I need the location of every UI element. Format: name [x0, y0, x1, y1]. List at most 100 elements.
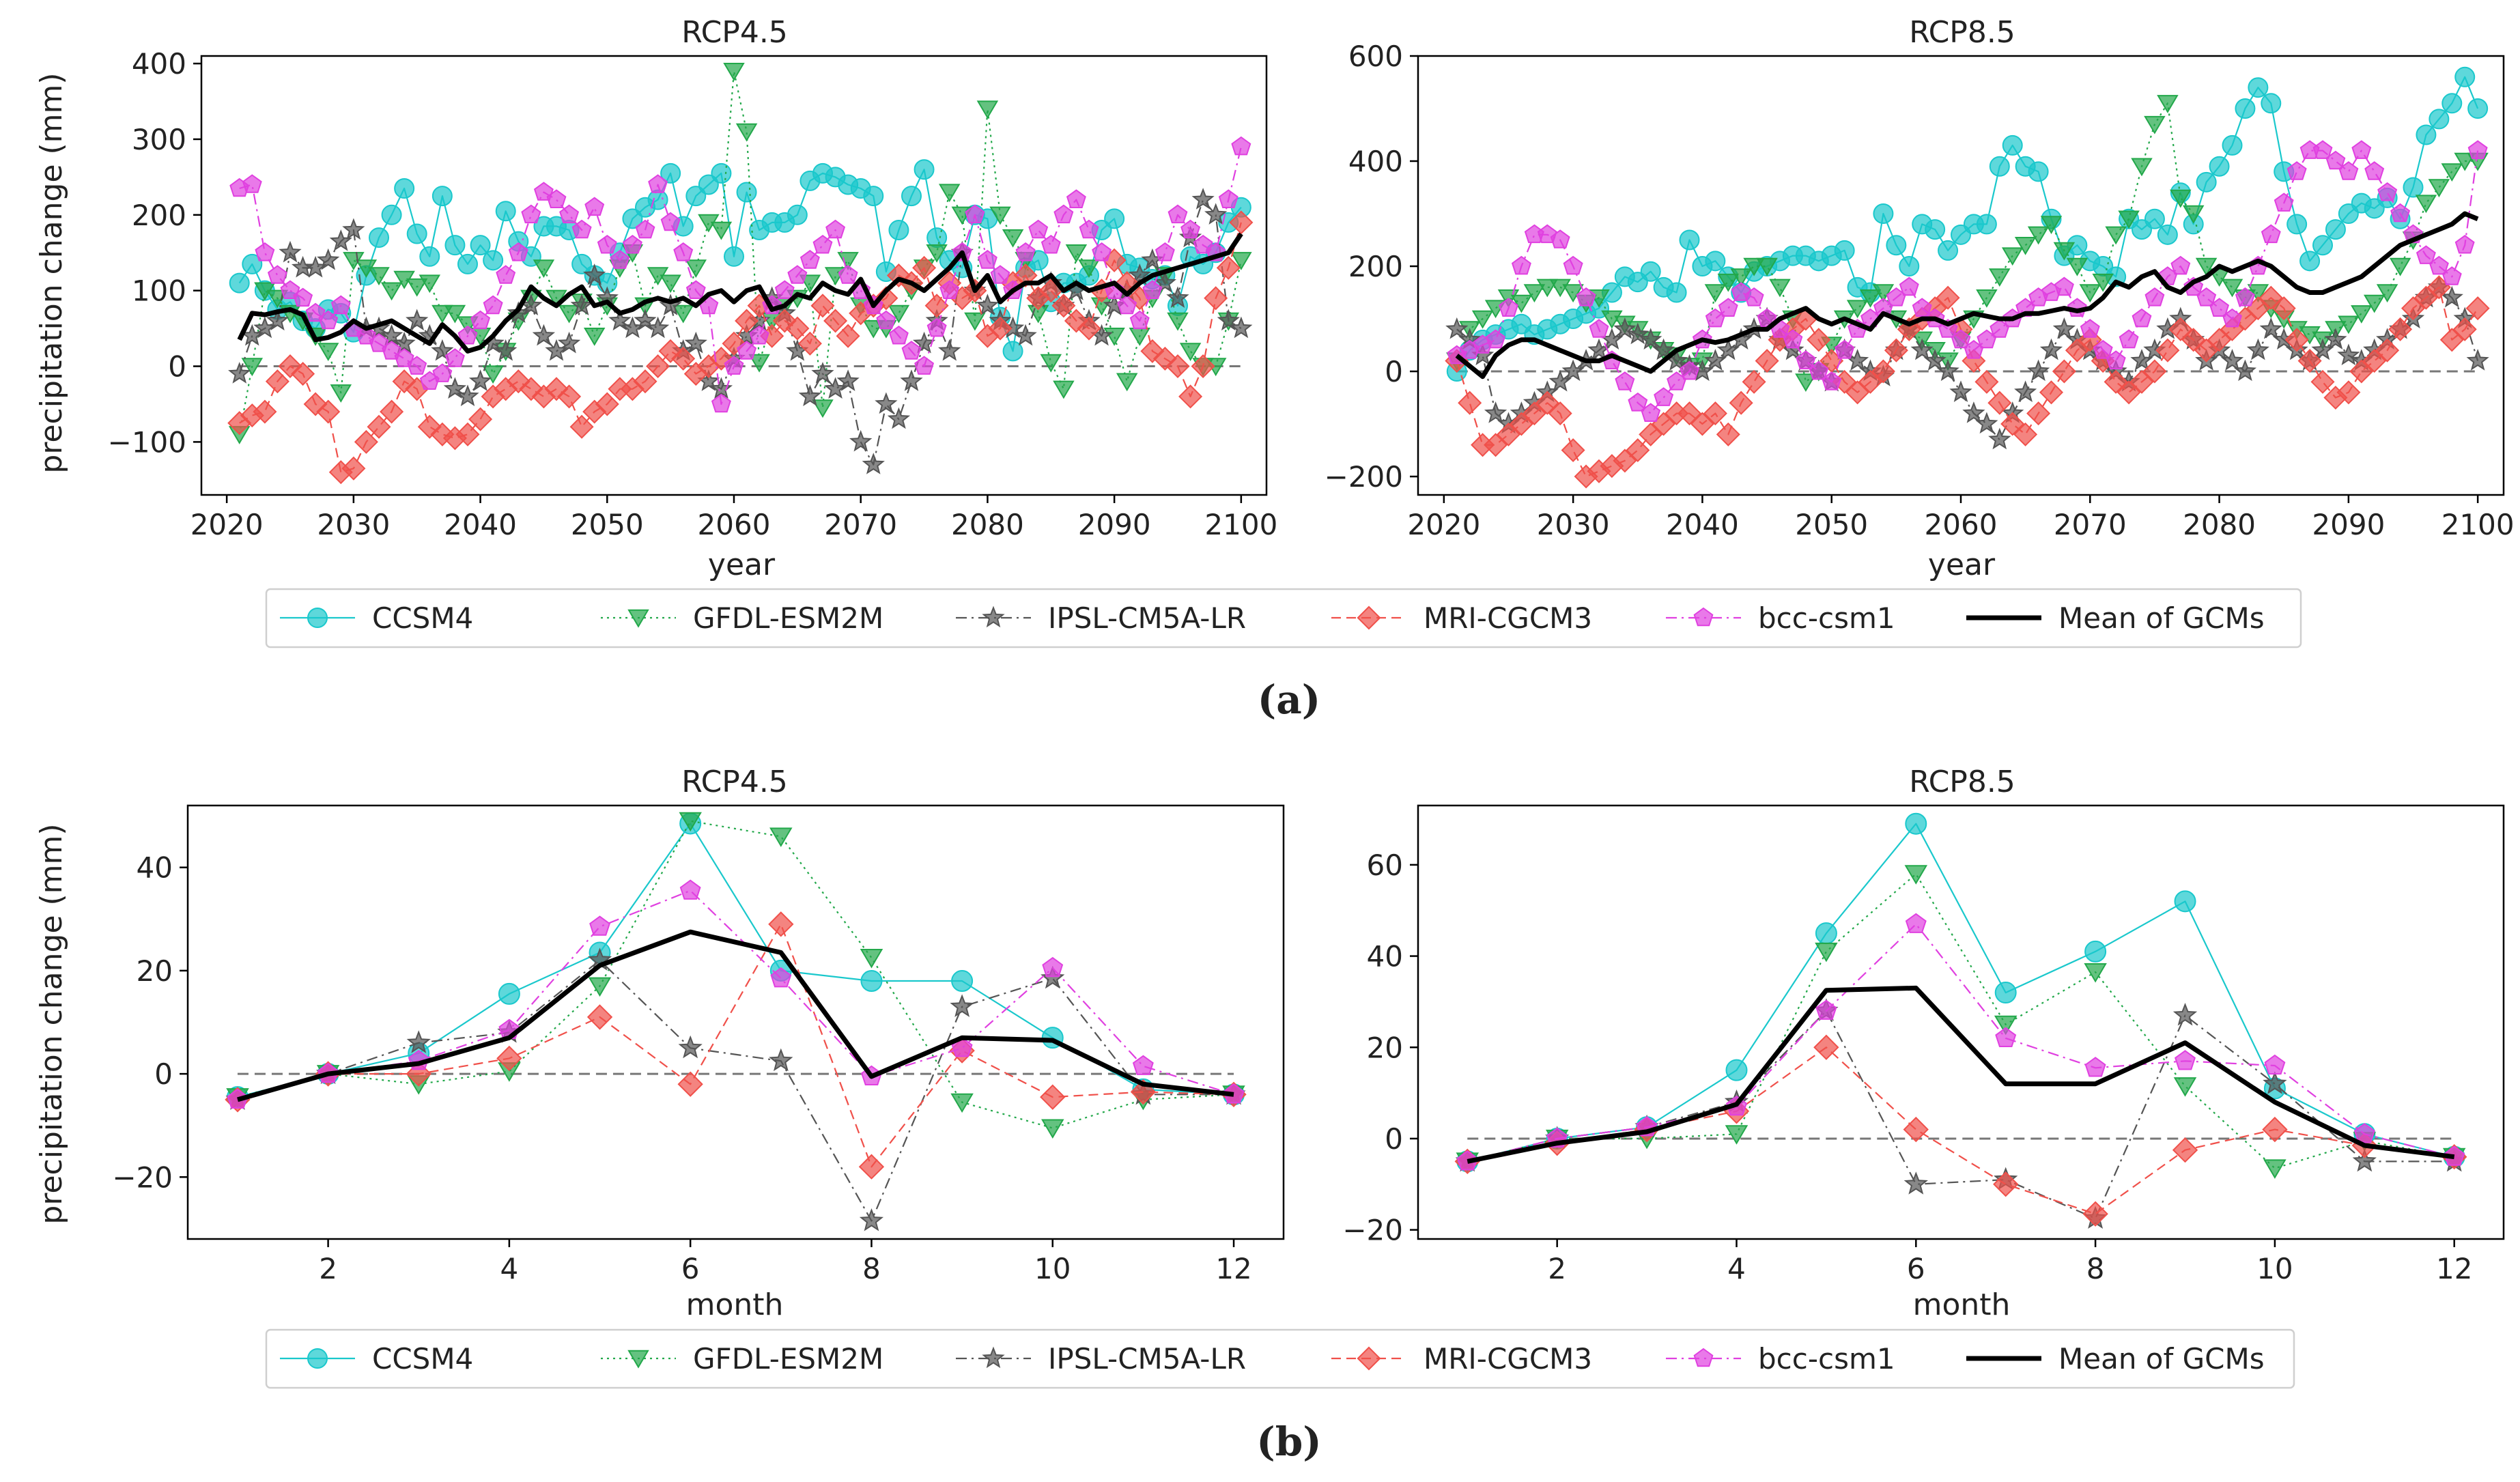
panel-a-rcp85-xlabel: year: [1928, 547, 1996, 582]
panel-a-rcp85-plot: 2020 2030 2040 2050 2060 2070 2080 2090 2100 −200…: [1325, 40, 2515, 541]
a-rcp85-ccsm4-point: [2467, 98, 2489, 119]
b-rcp45-bcc-csm1-point: [770, 967, 792, 988]
a-rcp45-mri-cgcm3-point: [924, 294, 949, 318]
a-rcp45-ccsm4-point: [685, 186, 707, 207]
a-rcp45-bcc-csm1-point: [432, 363, 453, 382]
b-rcp45-ipsl-cm5a-lr-point: [1040, 965, 1065, 989]
a-rcp45-bcc-csm1-point: [1155, 242, 1175, 261]
a-rcp45-gfdl-esm2m-point: [533, 259, 555, 278]
a-rcp45-ccsm4-point: [394, 178, 415, 199]
legend-entry-mri-cgcm3: MRI-CGCM3: [1331, 601, 1592, 635]
b-rcp45-bcc-csm1-point: [1132, 1055, 1154, 1075]
a-rcp45-gfdl-esm2m-point: [317, 343, 339, 361]
a-rcp45-ccsm4-point: [457, 253, 478, 274]
a-rcp45-bcc-csm1-point: [610, 250, 630, 269]
a-rcp45-ccsm4-point: [1002, 341, 1023, 362]
a-rcp45-gfdl-esm2m-point: [1167, 312, 1189, 331]
a-rcp85-ccsm4-point: [2403, 177, 2424, 198]
legend-entry-gfdl-esm2m: GFDL-ESM2M: [601, 1342, 883, 1376]
legend-label: MRI-CGCM3: [1424, 1342, 1592, 1376]
a-rcp85-mri-cgcm3-point: [1626, 438, 1650, 463]
a-rcp85-gfdl-esm2m-point: [2441, 163, 2463, 182]
a-rcp85-bcc-csm1-point: [1680, 360, 1699, 380]
a-rcp85-ipsl-cm5a-lr-point: [2026, 359, 2050, 382]
a-rcp45-ipsl-cm5a-lr-point: [811, 362, 834, 384]
a-rcp85-xtick-label: 2040: [1666, 508, 1739, 541]
a-rcp85-bcc-csm1-point: [2196, 287, 2217, 307]
a-rcp45-bcc-csm1-point: [812, 234, 833, 254]
a-rcp45-bcc-csm1-point: [255, 242, 275, 261]
a-rcp85-ccsm4-point: [1640, 261, 1661, 282]
a-rcp85-ccsm4-point: [1899, 256, 1920, 277]
a-rcp85-mri-cgcm3-point: [1484, 433, 1508, 457]
a-rcp85-ipsl-cm5a-lr-point: [2039, 338, 2063, 360]
a-rcp45-mri-cgcm3-point: [569, 414, 594, 439]
a-rcp45-bcc-csm1-point: [267, 265, 287, 284]
a-rcp85-mri-cgcm3-point: [2452, 317, 2477, 341]
a-rcp45-ipsl-cm5a-lr-point: [608, 309, 632, 331]
a-rcp85-mri-cgcm3-point: [2375, 338, 2400, 362]
a-rcp85-gfdl-esm2m-point: [2144, 115, 2166, 134]
a-rcp45-ipsl-cm5a-lr-point: [1014, 324, 1037, 346]
a-rcp45-mri-cgcm3-point: [595, 392, 619, 416]
a-rcp85-bcc-csm1-point: [1654, 387, 1674, 406]
a-rcp45-mri-cgcm3-point: [1051, 294, 1076, 318]
a-rcp45-bcc-csm1-point: [1066, 189, 1086, 208]
a-rcp45-ccsm4-point: [406, 223, 427, 244]
a-rcp85-xtick-label: 2090: [2312, 508, 2385, 541]
b-rcp85-bcc-csm1-point: [2084, 1057, 2106, 1077]
a-rcp45-ipsl-cm5a-lr-point: [342, 218, 365, 240]
a-rcp45-ipsl-cm5a-lr-point: [798, 384, 822, 407]
panel-a-rcp45: RCP4.5 2020 2030 2040 2050 2060 2070 2080 2090 2…: [108, 15, 1278, 582]
a-rcp85-ipsl-cm5a-lr-point: [2440, 285, 2463, 308]
panel-b-ylabel: precipitation change (mm): [34, 823, 69, 1224]
a-rcp85-mri-cgcm3-point: [2039, 380, 2064, 405]
a-rcp45-xtick-label: 2020: [190, 508, 264, 541]
a-rcp85-ccsm4-point: [2416, 124, 2437, 145]
a-rcp45-mri-cgcm3-point: [785, 316, 810, 341]
a-rcp85-gfdl-esm2m-point: [2376, 284, 2398, 303]
legend-label: MRI-CGCM3: [1424, 601, 1592, 635]
a-rcp45-mri-cgcm3-point: [455, 422, 480, 446]
a-rcp85-bcc-csm1-point: [1783, 329, 1803, 349]
b-rcp45-mri-cgcm3-point: [496, 1045, 522, 1072]
a-rcp85-gfdl-esm2m-point: [2351, 305, 2373, 324]
a-rcp45-bcc-csm1-point: [711, 393, 731, 413]
a-rcp45-mri-cgcm3-point: [380, 399, 404, 424]
a-rcp85-gfdl-esm2m-point: [1730, 268, 1752, 287]
a-rcp85-ccsm4-point: [2454, 66, 2476, 87]
a-rcp45-xtick-label: 2080: [951, 508, 1024, 541]
a-rcp45-mri-cgcm3-point: [354, 429, 378, 454]
a-rcp85-mri-cgcm3-point: [1535, 390, 1559, 415]
legend-entry-bcc-csm1: bcc-csm1: [1666, 601, 1895, 635]
a-rcp85-gfdl-esm2m-point: [2454, 152, 2476, 171]
a-rcp45-ytick-label: 100: [132, 274, 186, 308]
a-rcp85-bcc-csm1-point: [1576, 287, 1596, 307]
b-rcp85-ccsm4-point: [1725, 1059, 1748, 1081]
a-rcp85-ipsl-cm5a-lr-point: [2220, 349, 2244, 371]
a-rcp45-gfdl-esm2m-point: [1053, 380, 1075, 399]
b-rcp85-bcc-csm1-line: [1467, 923, 2454, 1163]
legend-swatch-marker: [982, 1346, 1005, 1369]
a-rcp45-gfdl-esm2m-point: [926, 244, 948, 263]
a-rcp85-ipsl-cm5a-lr-point: [1988, 427, 2011, 450]
panel-a-ylabel: precipitation change (mm): [34, 72, 69, 473]
legend-entry-ccsm4: CCSM4: [280, 601, 473, 635]
a-rcp85-bcc-csm1-point: [2377, 182, 2398, 201]
legend-b: CCSM4 GFDL-ESM2M IPSL-CM5A-LR MRI-CGCM3 bcc-…: [265, 1328, 2295, 1389]
b-rcp85-bcc-csm1-point: [2264, 1054, 2286, 1075]
a-rcp45-bcc-csm1-point: [1117, 295, 1137, 315]
b-rcp85-gfdl-esm2m-point: [2263, 1159, 2287, 1179]
a-rcp85-ipsl-cm5a-lr-point: [1910, 338, 1934, 360]
b-rcp45-bcc-csm1-point: [1042, 956, 1064, 978]
a-rcp85-bcc-csm1-point: [2390, 203, 2411, 223]
a-rcp45-ipsl-cm5a-lr-point: [646, 316, 670, 339]
a-rcp45-gfdl-esm2m-point: [989, 206, 1011, 225]
a-rcp45-bcc-csm1-point: [635, 219, 655, 239]
a-rcp45-ipsl-cm5a-lr-point: [406, 309, 429, 331]
a-rcp85-mri-cgcm3-point: [2155, 338, 2180, 362]
a-rcp45-ccsm4-point: [711, 162, 732, 184]
a-rcp45-xtick-label: 2100: [1204, 508, 1277, 541]
a-rcp85-mri-cgcm3-point: [2336, 380, 2361, 405]
